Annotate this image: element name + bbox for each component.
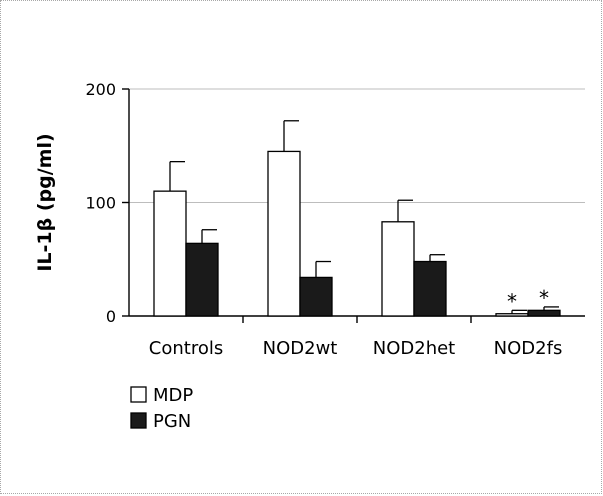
x-tick-label: NOD2wt [263, 338, 338, 359]
bar-pgn [299, 276, 333, 317]
legend-label-mdp: MDP [153, 385, 193, 406]
bar-mdp [381, 221, 415, 317]
bar-mdp [495, 313, 529, 317]
bar-pgn [185, 242, 219, 317]
significance-marker: * [539, 286, 549, 310]
bar-mdp [153, 190, 187, 317]
legend: MDP PGN [130, 385, 193, 432]
y-tick-label: 100 [85, 194, 116, 213]
bar-pgn [413, 260, 447, 317]
y-tick-label: 200 [85, 80, 116, 99]
legend-swatch-pgn [130, 412, 147, 429]
legend-label-pgn: PGN [153, 411, 191, 432]
grid-lines [129, 88, 585, 203]
x-tick-label: NOD2het [373, 338, 456, 359]
y-tick-label: 0 [106, 307, 116, 326]
x-tick-label: Controls [149, 338, 223, 359]
y-axis-label: IL-1β (pg/ml) [34, 133, 56, 271]
bar-pgn [527, 309, 561, 317]
bars [153, 120, 561, 317]
bar-mdp [267, 150, 301, 317]
x-tick-label: NOD2fs [494, 338, 563, 359]
legend-swatch-mdp [130, 386, 147, 403]
significance-marker: * [507, 289, 517, 313]
labels: 0 100 200 Controls NOD2wt NOD2het NOD2fs * * [85, 80, 562, 359]
